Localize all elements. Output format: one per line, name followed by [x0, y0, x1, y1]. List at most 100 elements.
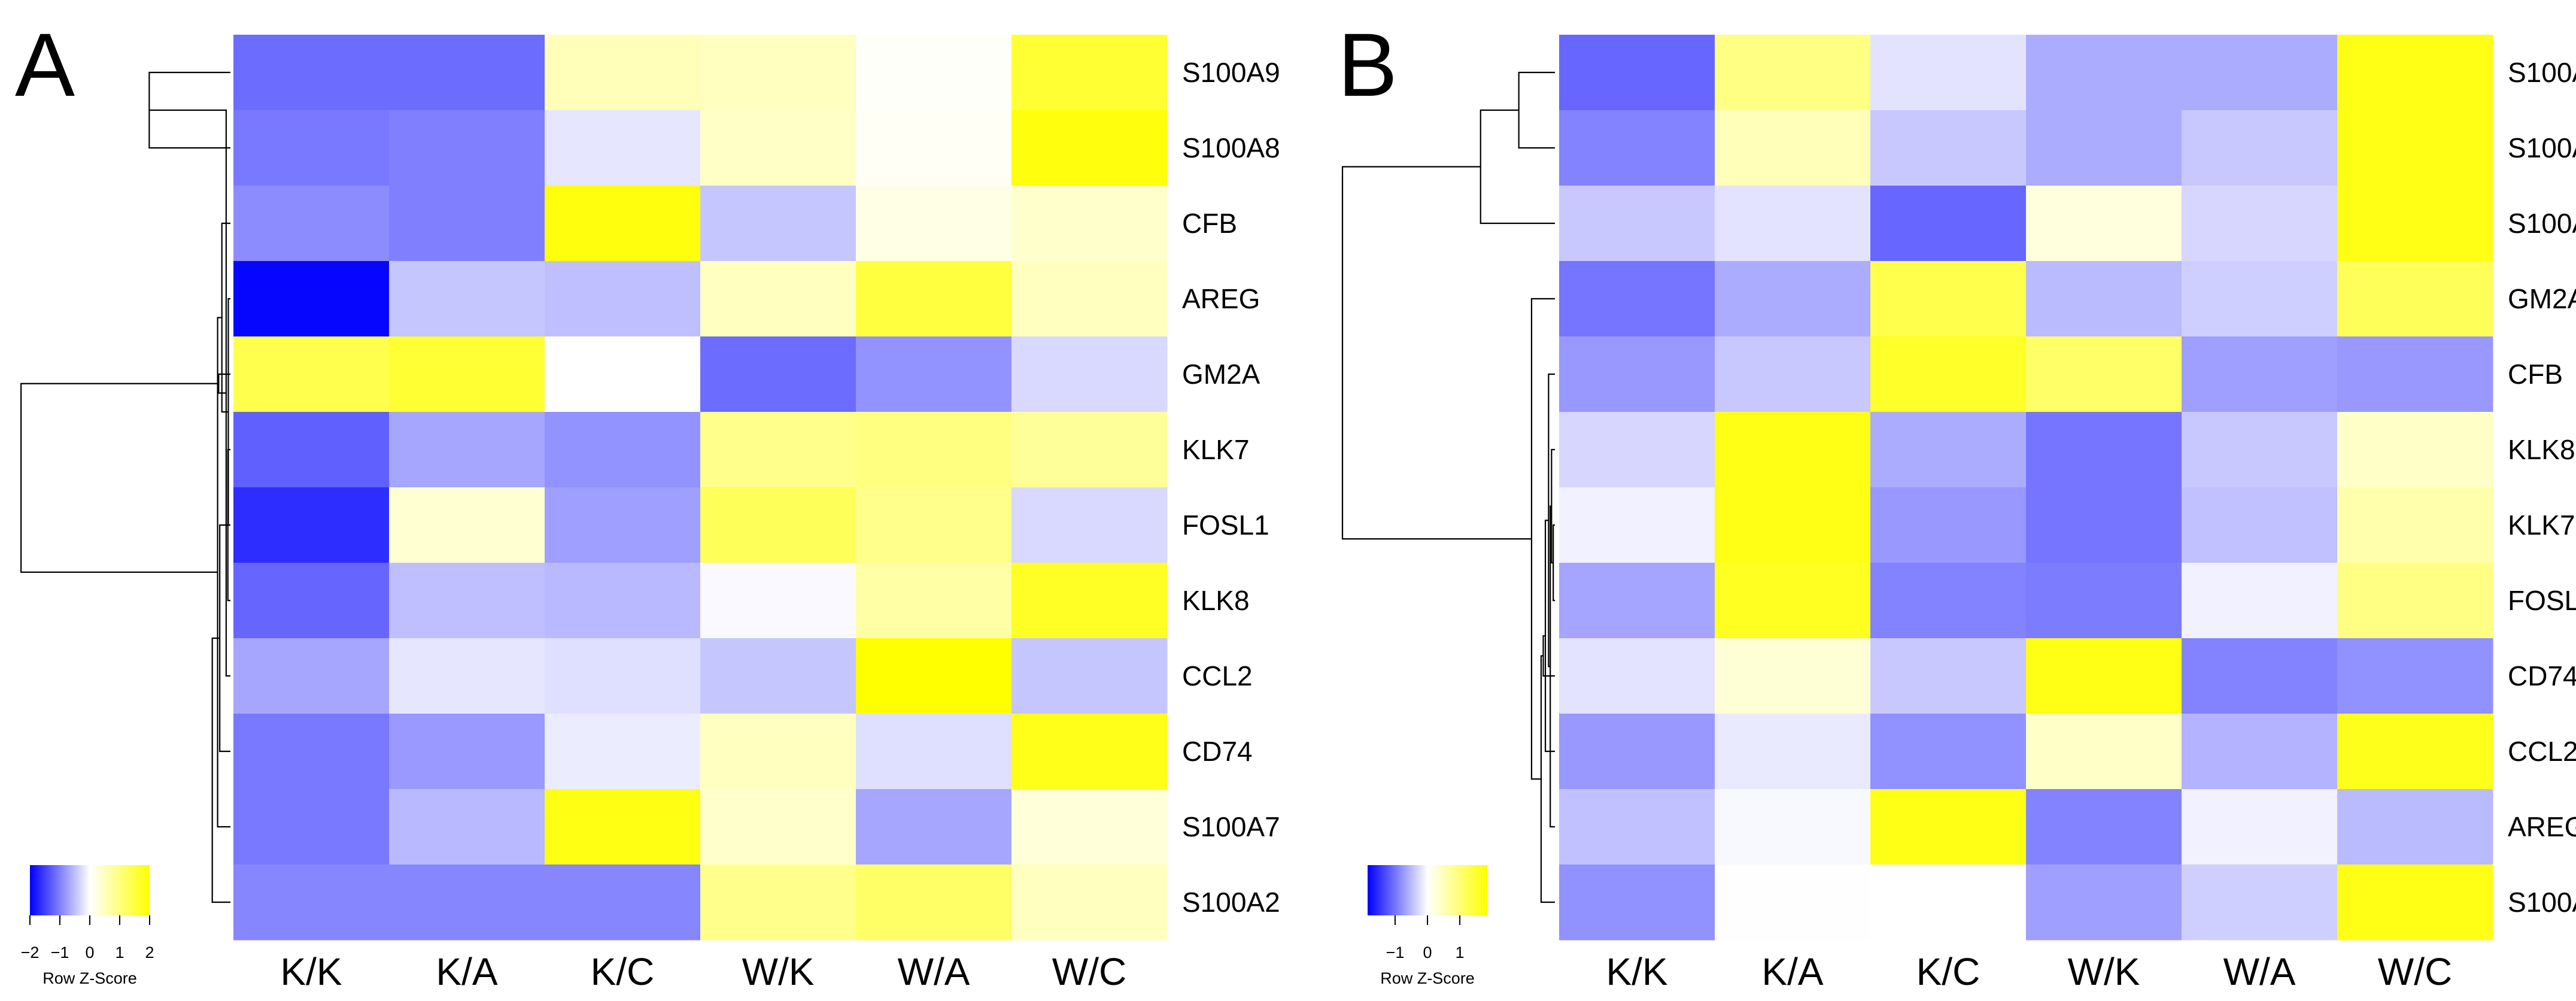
panel-b-cell	[1559, 110, 1715, 186]
panel-b-row-label: AREG	[2508, 811, 2576, 842]
panel-b-cell	[1715, 563, 1871, 639]
panel-a-column-label: W/K	[742, 950, 815, 993]
panel-b-cell	[2026, 261, 2182, 337]
panel-b-cell	[1870, 487, 2027, 563]
panel-a-row-label: KLK8	[1182, 585, 1250, 616]
panel-b-cell	[2337, 487, 2493, 563]
panel-a-cell	[1011, 261, 1168, 337]
panel-a-row-dendrogram	[20, 71, 230, 903]
panel-b-dendrogram-branch	[1341, 166, 1532, 540]
panel-b-color-key: −1 0 1 Row Z-Score	[1368, 865, 1487, 987]
panel-b-cell	[1870, 186, 2027, 262]
panel-a-cell	[856, 336, 1012, 412]
panel-a-cell	[700, 714, 856, 790]
panel-a-cell	[233, 638, 390, 714]
panel-a-row-labels: S100A9 S100A8 CFB AREG GM2A KLK7 FOSL1 KLK8 CCL2…	[1182, 57, 1280, 918]
panel-a-cell	[1011, 487, 1168, 563]
panel-b-cell	[1715, 714, 1871, 790]
panel-a-row-label: CFB	[1182, 208, 1237, 239]
panel-a-dendrogram-branch	[211, 637, 230, 903]
panel-b-cell	[2182, 186, 2338, 262]
panel-a-cell	[389, 186, 545, 262]
panel-a-cell	[856, 714, 1012, 790]
panel-b-cell	[1715, 789, 1871, 865]
panel-a-column-label: W/C	[1052, 950, 1126, 993]
panel-b-cell	[2337, 336, 2493, 412]
panel-a-color-key-title: Row Z-Score	[42, 969, 137, 987]
panel-a-cell	[1011, 638, 1168, 714]
panel-a-cell	[1011, 110, 1168, 186]
panel-b-cell	[1559, 714, 1715, 790]
panel-a-cell	[856, 186, 1012, 262]
panel-b-cell	[2182, 638, 2338, 714]
panel-a-cell	[233, 186, 390, 262]
panel-b-column-label: W/A	[2223, 950, 2296, 993]
panel-a-cell	[389, 789, 545, 865]
panel-b-row-label: FOSL1	[2508, 585, 2576, 616]
panel-b-cell	[1559, 261, 1715, 337]
panel-b-dendrogram-branch	[1518, 71, 1555, 149]
panel-a-cell	[1011, 35, 1168, 111]
panel-a-cell	[856, 35, 1012, 111]
panel-b-cell	[2182, 789, 2338, 865]
panel-b-cell	[1559, 35, 1715, 111]
panel-b-cell	[2026, 714, 2182, 790]
panel-a-color-key-tick-label: −2	[21, 944, 40, 961]
panel-b-cell	[2337, 110, 2493, 186]
panel-a-cell	[389, 714, 545, 790]
panel-a-cell	[700, 261, 856, 337]
panel-a-dendrogram-branch	[227, 298, 230, 526]
panel-b-row-label: GM2A	[2508, 283, 2576, 314]
panel-a-column-labels: K/K K/A K/C W/K W/A W/C	[280, 950, 1126, 993]
panel-b-cell	[2026, 487, 2182, 563]
panel-a-cell	[700, 186, 856, 262]
panel-b-row-label: KLK8	[2508, 434, 2575, 465]
panel-a-cell	[856, 487, 1012, 563]
panel-a-letter: A	[15, 14, 75, 115]
panel-a-cell	[389, 563, 545, 639]
panel-a-cell	[233, 563, 390, 639]
panel-b-cell	[2337, 261, 2493, 337]
panel-b-row-label: S100A9	[2508, 57, 2576, 88]
panel-a-cell	[389, 336, 545, 412]
panel-a-cell	[545, 487, 701, 563]
panel-a-row-label: AREG	[1182, 283, 1260, 314]
panel-b-row-label: S100A2	[2508, 208, 2576, 239]
panel-a-cell	[233, 412, 390, 488]
panel-a-cell	[1011, 186, 1168, 262]
panel-a-cell	[545, 110, 701, 186]
panel-a-cell	[389, 261, 545, 337]
panel-a-column-label: K/A	[436, 950, 497, 993]
panel-b-cell	[2026, 864, 2182, 941]
panel-b-cell	[2026, 336, 2182, 412]
panel-a-row-label: CCL2	[1182, 660, 1253, 691]
panel-b-cell	[2182, 35, 2338, 111]
panel-b-cell	[2337, 714, 2493, 790]
panel-a-cell	[1011, 563, 1168, 639]
panel-a-cell	[545, 186, 701, 262]
panel-a-cell	[389, 110, 545, 186]
panel-a-color-key: −2 −1 0 1 2 Row Z-Score	[21, 865, 154, 987]
panel-b-row-label: S100A8	[2508, 132, 2576, 163]
panel-b-cell	[1559, 412, 1715, 488]
panel-b-cell	[1870, 789, 2027, 865]
panel-b-column-labels: K/K K/A K/C W/K W/A W/C	[1606, 950, 2452, 993]
panel-b-color-key-tick-label: 1	[1456, 944, 1465, 961]
panel-b-cell	[1715, 864, 1871, 941]
panel-a-cell	[856, 412, 1012, 488]
panel-a-cell	[545, 864, 701, 941]
panel-b-cell	[2337, 563, 2493, 639]
panel-b-cell	[2182, 336, 2338, 412]
panel-a-cell	[700, 487, 856, 563]
panel-b-cell	[2182, 261, 2338, 337]
panel-a-color-key-gradient	[30, 865, 150, 915]
panel-b-cell	[1870, 110, 2027, 186]
panel-b-cell	[1870, 563, 2027, 639]
panel-b-cell	[1870, 714, 2027, 790]
panel-b-dendrogram-branch	[1542, 635, 1555, 677]
panel-a-cells	[233, 35, 1168, 941]
panel-b-dendrogram-branch	[1553, 524, 1555, 602]
panel-b-column-label: K/C	[1916, 950, 1980, 993]
panel-b-cell	[1559, 789, 1715, 865]
panel-a-cell	[545, 638, 701, 714]
